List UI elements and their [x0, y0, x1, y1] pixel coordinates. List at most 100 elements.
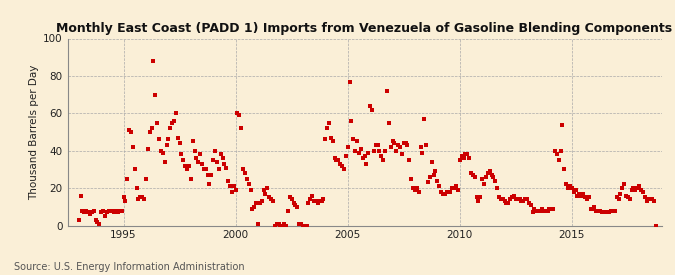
Point: [355, 147, 366, 151]
Point: [301, 223, 312, 228]
Point: [563, 186, 574, 190]
Point: [596, 210, 607, 214]
Point: [514, 197, 525, 202]
Point: [238, 167, 248, 172]
Point: [176, 152, 187, 157]
Point: [570, 188, 581, 192]
Point: [357, 156, 368, 160]
Point: [641, 199, 652, 204]
Point: [318, 197, 329, 202]
Point: [236, 126, 246, 130]
Point: [423, 180, 433, 185]
Point: [228, 184, 239, 188]
Point: [561, 182, 572, 186]
Point: [551, 152, 562, 157]
Point: [337, 163, 348, 168]
Point: [645, 197, 655, 202]
Point: [557, 122, 568, 127]
Point: [430, 169, 441, 174]
Point: [169, 119, 180, 123]
Point: [114, 208, 125, 213]
Point: [400, 141, 411, 145]
Point: [138, 197, 149, 202]
Point: [294, 221, 304, 226]
Point: [518, 199, 529, 204]
Point: [242, 177, 252, 181]
Point: [372, 143, 383, 147]
Point: [243, 182, 254, 186]
Point: [354, 150, 364, 155]
Point: [619, 182, 630, 186]
Point: [82, 210, 93, 214]
Point: [159, 160, 170, 164]
Point: [542, 208, 553, 213]
Point: [84, 212, 95, 216]
Point: [411, 186, 422, 190]
Point: [193, 160, 204, 164]
Point: [92, 219, 103, 224]
Point: [245, 188, 256, 192]
Point: [215, 152, 226, 157]
Point: [342, 145, 353, 149]
Point: [447, 186, 458, 190]
Point: [140, 177, 151, 181]
Point: [142, 147, 153, 151]
Point: [79, 210, 90, 214]
Point: [525, 203, 536, 207]
Point: [286, 197, 297, 202]
Point: [217, 156, 228, 160]
Point: [202, 173, 213, 177]
Point: [307, 193, 318, 198]
Point: [303, 201, 314, 205]
Point: [77, 208, 88, 213]
Point: [298, 223, 308, 228]
Point: [604, 210, 615, 214]
Point: [615, 191, 626, 196]
Point: [249, 205, 260, 209]
Point: [310, 199, 321, 204]
Point: [510, 197, 521, 202]
Point: [608, 208, 618, 213]
Point: [568, 190, 579, 194]
Point: [497, 197, 508, 202]
Point: [417, 150, 428, 155]
Point: [284, 195, 295, 200]
Point: [240, 171, 250, 175]
Point: [634, 184, 645, 188]
Point: [99, 214, 110, 218]
Point: [200, 167, 211, 172]
Point: [410, 188, 421, 192]
Point: [213, 167, 224, 172]
Point: [137, 195, 148, 200]
Point: [387, 139, 398, 144]
Point: [251, 201, 262, 205]
Point: [154, 137, 165, 142]
Point: [135, 195, 146, 200]
Point: [194, 152, 205, 157]
Point: [630, 188, 641, 192]
Point: [187, 139, 198, 144]
Point: [275, 223, 286, 228]
Point: [546, 207, 557, 211]
Point: [454, 158, 465, 162]
Point: [467, 173, 478, 177]
Point: [383, 120, 394, 125]
Point: [359, 154, 370, 158]
Point: [271, 221, 282, 226]
Point: [163, 137, 173, 142]
Point: [315, 199, 325, 204]
Point: [316, 199, 327, 204]
Point: [363, 150, 374, 155]
Point: [522, 197, 533, 202]
Point: [323, 120, 334, 125]
Point: [260, 191, 271, 196]
Point: [628, 186, 639, 190]
Text: Source: U.S. Energy Information Administration: Source: U.S. Energy Information Administ…: [14, 262, 244, 272]
Point: [152, 120, 163, 125]
Point: [333, 158, 344, 162]
Point: [651, 223, 661, 228]
Point: [471, 195, 482, 200]
Point: [182, 167, 192, 172]
Point: [331, 158, 342, 162]
Point: [396, 152, 407, 157]
